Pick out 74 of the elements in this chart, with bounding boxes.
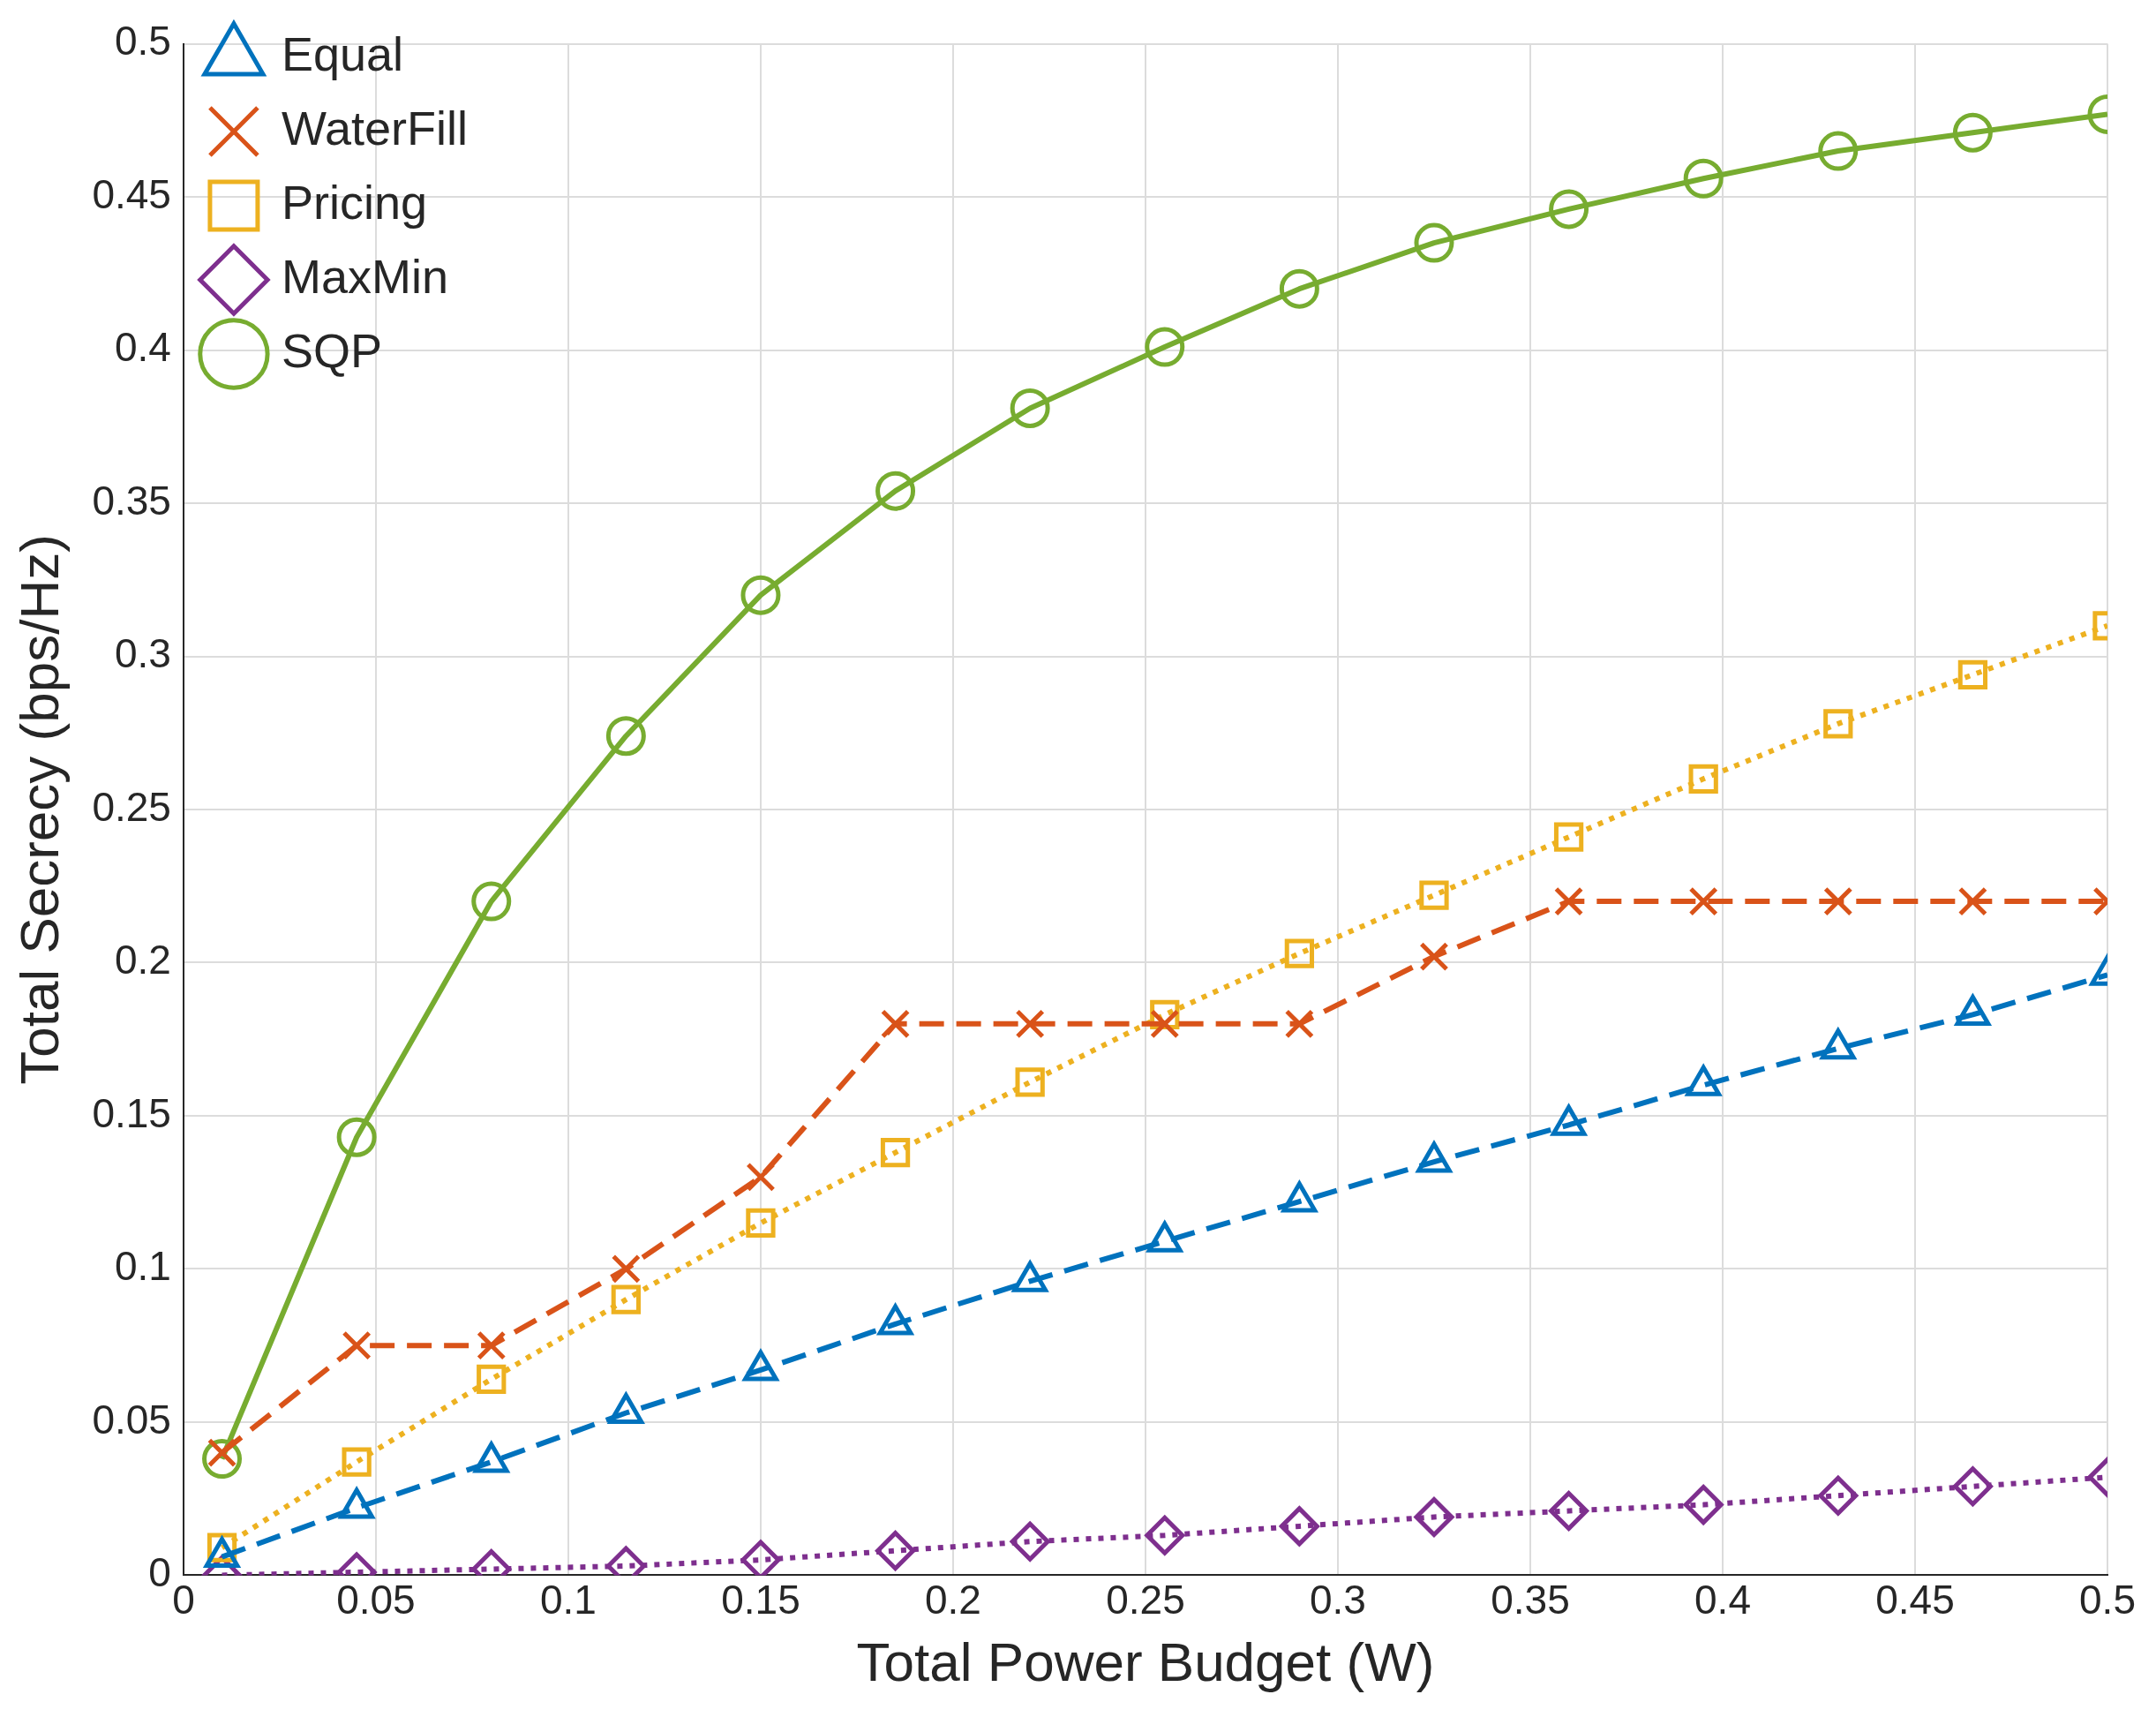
- point: [1957, 886, 1988, 916]
- point: [1145, 327, 1185, 367]
- point: [1145, 1515, 1185, 1555]
- y-tick-label: 0.45: [92, 170, 171, 217]
- legend-label: WaterFill: [281, 101, 468, 154]
- point: [1284, 1009, 1315, 1039]
- point: [1823, 886, 1853, 916]
- x-tick-label: 0.45: [1875, 1576, 1955, 1623]
- point: [1414, 1496, 1454, 1537]
- point: [1688, 886, 1718, 916]
- x-tick-label: 0.4: [1694, 1576, 1751, 1623]
- point: [605, 716, 646, 757]
- legend-label: MaxMin: [281, 249, 448, 303]
- point: [875, 471, 916, 511]
- y-axis-title: Total Secrecy (bps/Hz): [9, 534, 71, 1085]
- y-tick-label: 0.25: [92, 783, 171, 830]
- point: [1818, 131, 1859, 171]
- point: [1553, 822, 1584, 852]
- y-tick-label: 0.4: [114, 324, 171, 371]
- point: [611, 1254, 641, 1284]
- point: [342, 1330, 372, 1360]
- point: [1549, 1491, 1589, 1532]
- point: [1414, 222, 1454, 263]
- point: [1279, 268, 1319, 309]
- x-tick-label: 0.25: [1106, 1576, 1185, 1623]
- y-tick-label: 0.15: [92, 1089, 171, 1136]
- x-tick-label: 0.5: [2079, 1576, 2136, 1623]
- y-tick-label: 0.05: [92, 1396, 171, 1442]
- point: [1010, 1521, 1050, 1562]
- point: [1553, 886, 1584, 916]
- point: [342, 1447, 372, 1477]
- point: [880, 1137, 911, 1168]
- point: [746, 1208, 776, 1239]
- point: [1952, 112, 1993, 153]
- point: [1015, 1009, 1045, 1039]
- y-tick-label: 0.3: [114, 630, 171, 677]
- x-tick-label: 0.35: [1491, 1576, 1570, 1623]
- point: [875, 1531, 916, 1571]
- x-tick-label: 0.05: [336, 1576, 416, 1623]
- x-tick-label: 0.2: [924, 1576, 981, 1623]
- point: [1015, 1067, 1045, 1097]
- point: [336, 1117, 377, 1157]
- point: [1957, 659, 1988, 689]
- point: [1150, 1009, 1180, 1039]
- point: [1823, 709, 1853, 739]
- point: [611, 1284, 641, 1314]
- point: [1010, 388, 1050, 428]
- point: [1279, 1506, 1319, 1547]
- x-axis-title: Total Power Budget (W): [856, 1630, 1435, 1692]
- point: [1688, 764, 1718, 794]
- point: [1818, 1475, 1859, 1516]
- point: [471, 881, 512, 922]
- point: [880, 1009, 911, 1039]
- point: [1549, 189, 1589, 230]
- point: [740, 575, 781, 615]
- point: [1419, 880, 1449, 910]
- x-tick-label: 0.3: [1310, 1576, 1366, 1623]
- y-tick-label: 0.1: [114, 1243, 171, 1290]
- legend-label: SQP: [281, 323, 382, 377]
- x-tick-label: 0.1: [539, 1576, 597, 1623]
- point: [1952, 1466, 1993, 1507]
- point: [1683, 1485, 1724, 1525]
- y-tick-label: 0.5: [114, 18, 171, 64]
- legend-label: Equal: [281, 26, 404, 80]
- point: [477, 1364, 507, 1394]
- x-tick-label: 0.15: [721, 1576, 800, 1623]
- y-tick-label: 0.2: [114, 937, 171, 983]
- y-tick-label: 0.35: [92, 477, 171, 523]
- point: [477, 1330, 507, 1360]
- point: [746, 1162, 776, 1192]
- point: [1683, 158, 1724, 199]
- point: [1284, 938, 1315, 968]
- point: [1419, 941, 1449, 972]
- legend-label: Pricing: [281, 175, 427, 229]
